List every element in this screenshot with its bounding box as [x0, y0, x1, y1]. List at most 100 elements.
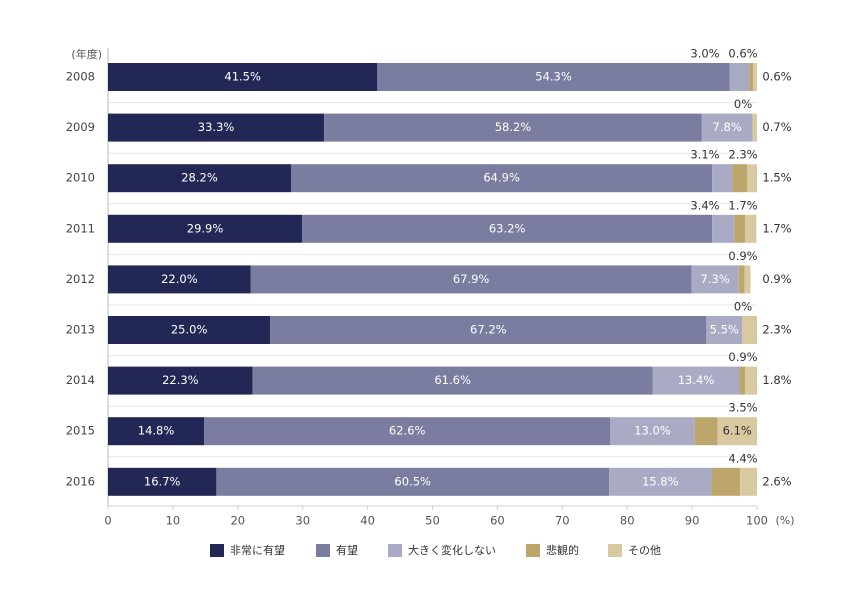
y-category-label: 2016 — [66, 474, 95, 488]
bar-segment — [216, 467, 610, 496]
bar-segment — [749, 63, 754, 91]
bar-segment — [108, 113, 325, 142]
x-tick-label: 70 — [555, 514, 570, 528]
bar-segment — [302, 214, 713, 243]
bar-value-label: 63.2% — [489, 221, 526, 235]
bar-value-label: 33.3% — [198, 120, 235, 134]
bar-annotation-above: 3.4% — [690, 198, 719, 212]
bar-value-label: 64.9% — [483, 171, 520, 185]
bar-annotation-above: 0.9% — [728, 350, 757, 364]
bar-segment — [108, 214, 303, 243]
bar-segment — [706, 316, 743, 344]
axes-layer: 0 10 20 30 40 50 60 70 80 90 100 (%) (年度) 2008 2009 201… — [66, 47, 795, 528]
bar-value-label: 6.1% — [723, 424, 752, 438]
bar-segment — [108, 417, 205, 446]
bar-value-label: 22.0% — [161, 272, 198, 286]
bar-segment — [250, 265, 692, 294]
bar-segment — [108, 366, 253, 395]
bar-value-label: 15.8% — [642, 474, 679, 488]
y-category-label: 2008 — [66, 70, 95, 84]
bar-segment — [745, 214, 757, 243]
bar-value-label: 14.8% — [138, 424, 175, 438]
bar-segment — [252, 366, 653, 395]
bar-annotation-right: 1.5% — [762, 171, 791, 185]
bar-annotation-above: 3.0% — [690, 47, 719, 61]
bar-segment — [745, 366, 757, 395]
legend-swatch — [210, 544, 224, 557]
x-tick-label: 10 — [166, 514, 181, 528]
bar-segment — [717, 417, 757, 446]
bar-value-label: 54.3% — [535, 70, 572, 84]
bar-value-label: 61.6% — [434, 373, 471, 387]
legend-swatch — [526, 544, 540, 557]
bar-segment — [752, 113, 757, 142]
y-category-label: 2012 — [66, 272, 95, 286]
legend-label: その他 — [628, 544, 661, 557]
bar-value-label: 7.3% — [701, 272, 730, 286]
bar-value-label: 58.2% — [495, 120, 532, 134]
bar-value-label: 41.5% — [224, 70, 261, 84]
y-category-label: 2015 — [66, 424, 95, 438]
x-tick-label: 20 — [230, 514, 245, 528]
legend-swatch — [608, 544, 622, 557]
bar-annotation-right: 2.6% — [762, 474, 791, 488]
bar-segment — [652, 366, 740, 395]
bar-annotation-right: 0.9% — [762, 272, 791, 286]
legend-label: 有望 — [336, 543, 358, 557]
bars-layer — [108, 63, 757, 496]
bar-segment — [694, 417, 718, 446]
bar-annotation-right: 1.8% — [762, 373, 791, 387]
x-tick-label: 90 — [685, 514, 700, 528]
bar-value-label: 28.2% — [181, 171, 218, 185]
y-category-label: 2011 — [66, 221, 95, 235]
bar-segment — [740, 467, 757, 496]
bar-segment — [729, 63, 750, 91]
bar-value-label: 29.9% — [187, 221, 224, 235]
x-tick-label: 30 — [295, 514, 310, 528]
y-category-label: 2009 — [66, 120, 95, 134]
bar-segment — [609, 467, 712, 496]
bar-segment — [739, 366, 746, 395]
bar-segment — [108, 265, 251, 294]
legend-swatch — [388, 544, 402, 557]
bar-annotation-above: 0% — [734, 300, 752, 314]
bar-segment — [610, 417, 695, 446]
bar-annotation-right: 0.7% — [762, 120, 791, 134]
x-tick-label: 100 — [746, 514, 768, 528]
bar-segment — [732, 164, 748, 193]
bar-segment — [747, 164, 757, 193]
legend: 非常に有望 有望 大きく変化しない 悲観的 その他 — [210, 543, 661, 557]
bar-segment — [712, 214, 735, 243]
x-tick-label: 60 — [490, 514, 505, 528]
bar-annotation-right: 2.3% — [762, 323, 791, 337]
bar-annotation-right: 0.6% — [762, 70, 791, 84]
bar-annotation-above: 0.9% — [728, 249, 757, 263]
bar-value-label: 25.0% — [171, 323, 208, 337]
bar-segment — [701, 113, 753, 142]
bar-segment — [738, 265, 745, 294]
bar-value-label: 67.2% — [470, 323, 507, 337]
bar-value-label: 22.3% — [162, 373, 199, 387]
y-category-label: 2014 — [66, 373, 95, 387]
grid-layer — [108, 102, 757, 458]
bar-segment — [108, 316, 271, 344]
bar-segment — [108, 63, 378, 91]
bar-value-label: 13.0% — [634, 424, 671, 438]
bar-segment — [712, 164, 733, 193]
bar-annotation-above: 2.3% — [728, 148, 757, 162]
bar-segment — [734, 214, 746, 243]
legend-label: 悲観的 — [546, 543, 579, 557]
bar-annotation-above: 0% — [734, 97, 752, 111]
x-unit-label: (%) — [775, 514, 794, 527]
bar-segment — [377, 63, 730, 91]
bar-segment — [204, 417, 611, 446]
bar-segment — [324, 113, 702, 142]
bar-value-label: 67.9% — [453, 272, 490, 286]
bar-value-label: 60.5% — [394, 474, 431, 488]
bar-value-label: 62.6% — [389, 424, 426, 438]
bar-annotation-above: 3.1% — [690, 148, 719, 162]
bar-annotation-above: 1.7% — [728, 198, 757, 212]
x-tick-label: 50 — [425, 514, 440, 528]
